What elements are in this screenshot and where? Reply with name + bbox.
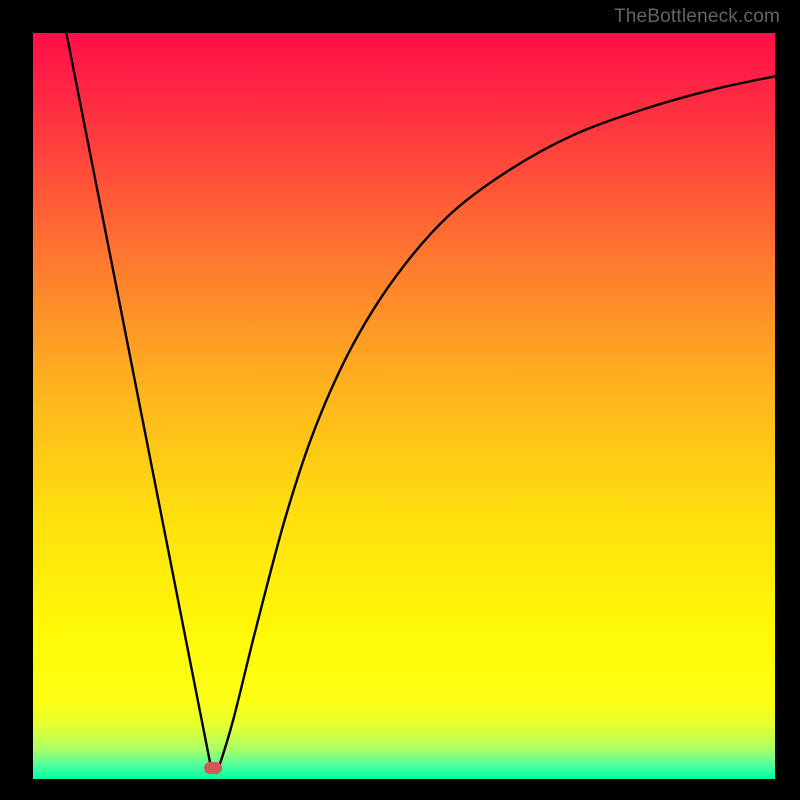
watermark-text: TheBottleneck.com <box>614 6 780 28</box>
plot-area <box>33 33 775 779</box>
chart-frame: TheBottleneck.com <box>0 0 800 800</box>
bottleneck-curve <box>33 33 775 779</box>
optimum-marker <box>204 762 222 774</box>
